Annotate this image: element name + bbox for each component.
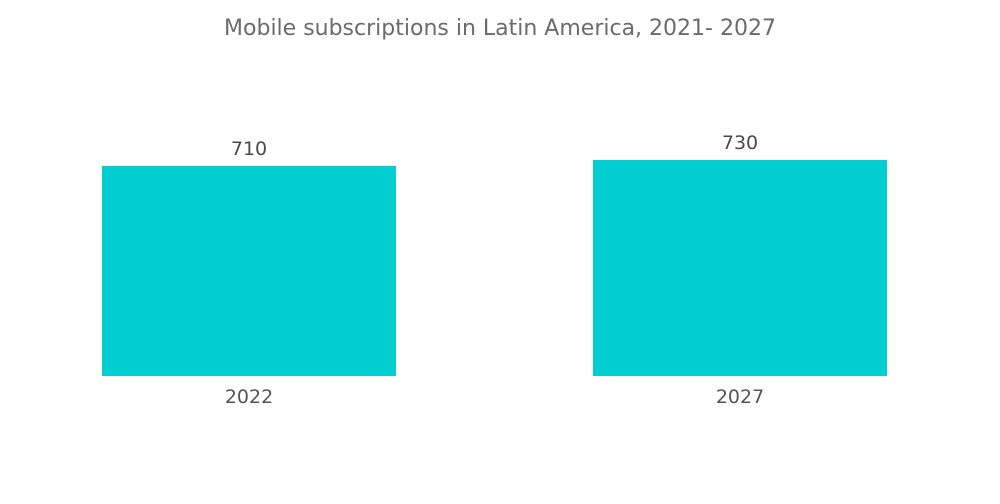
bar-2022 [102,165,396,376]
labels-layer: 710 730 [231,132,758,160]
bars-layer [102,160,887,376]
bar-2027 [593,160,887,376]
x-axis-ticks: 2022 2027 [225,386,764,408]
data-label-2027: 730 [722,132,758,154]
x-tick-label-2027: 2027 [716,386,764,408]
data-label-2022: 710 [231,138,267,160]
chart-title: Mobile subscriptions in Latin America, 2… [224,16,776,41]
x-tick-label-2022: 2022 [225,386,273,408]
